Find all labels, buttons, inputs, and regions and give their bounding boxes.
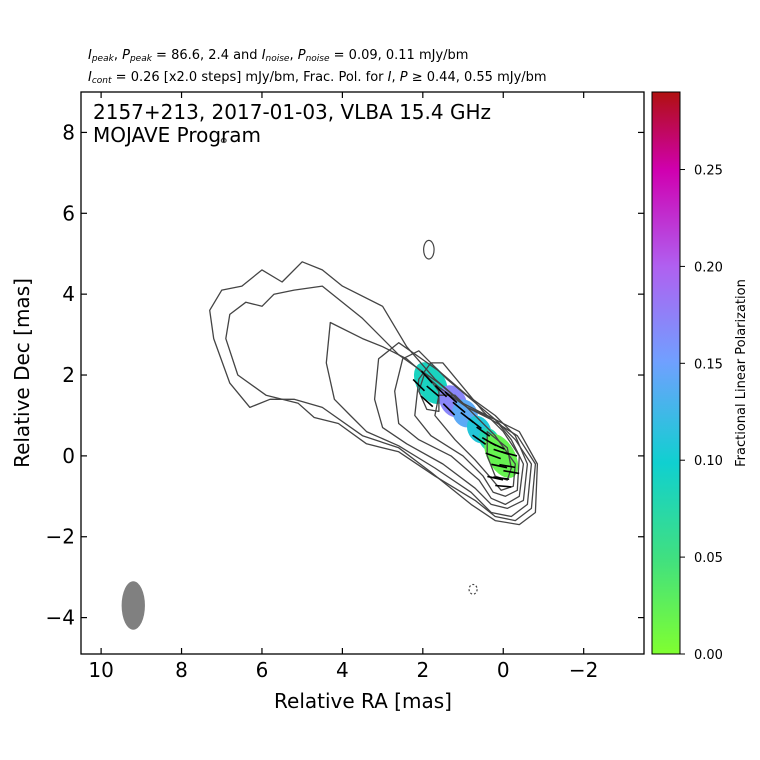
evpa-tick: [442, 403, 456, 416]
evpa-tick: [444, 391, 458, 404]
y-tick-label: 6: [62, 201, 75, 225]
y-axis: −4 −2 0 2 4 6 8: [46, 120, 644, 630]
evpa-tick: [420, 395, 434, 408]
p-symbol: P: [399, 70, 408, 85]
x-tick-label: 0: [497, 658, 510, 682]
colorbar-tick-label: 0.05: [694, 551, 723, 566]
evpa-layer: [412, 370, 520, 488]
beam-layer: [121, 581, 145, 630]
evpa-tick: [426, 385, 440, 397]
evpa-tick: [412, 378, 426, 392]
i-noise-symbol: I: [261, 48, 266, 63]
contour-line: [434, 394, 516, 491]
x-tick-label: 4: [336, 658, 349, 682]
peak-values: = 86.6, 2.4 and: [151, 48, 262, 63]
y-tick-label: 8: [62, 120, 75, 144]
y-tick-label: −4: [46, 606, 75, 630]
i-cont-symbol: I: [88, 70, 92, 85]
colorbar: [651, 91, 681, 655]
colorbar-tick-label: 0.20: [694, 260, 723, 275]
evpa-tick: [452, 401, 466, 414]
evpa-tick: [493, 476, 510, 481]
p-noise-symbol: P: [297, 48, 306, 63]
i-symbol: I: [387, 70, 392, 85]
geq-symbol: ≥: [407, 70, 427, 85]
p-peak-symbol: P: [122, 48, 130, 63]
x-tick-label: 2: [416, 658, 429, 682]
evpa-tick: [489, 441, 505, 450]
contour-island: [423, 239, 435, 260]
evpa-tick: [501, 451, 518, 457]
evpa-tick: [503, 469, 520, 475]
contour-island: [220, 137, 227, 144]
evpa-tick: [468, 417, 482, 430]
colorbar-tick-label: 0.25: [694, 164, 723, 179]
evpa-tick: [487, 475, 504, 481]
y-tick-label: −2: [46, 525, 75, 549]
evpa-tick: [499, 463, 516, 469]
contour-line: [418, 372, 440, 413]
contour-line: [325, 321, 533, 518]
colorbar-label: Fractional Linear Polarization: [734, 279, 749, 467]
contour-line: [394, 350, 525, 506]
evpa-tick: [472, 434, 487, 445]
x-tick-label: 8: [175, 658, 188, 682]
contour-line: [225, 285, 537, 522]
header-line-2: Icont = 0.26 [x2.0 steps] mJy/bm, Frac. …: [88, 70, 547, 86]
contour-line: [209, 261, 539, 526]
colorbar-ticks: 0.00 0.05 0.10 0.15 0.20 0.25: [680, 164, 723, 663]
chart-subtitle: MOJAVE Program: [93, 123, 261, 147]
noise-values: = 0.09, 0.11 mJy/bm: [329, 48, 469, 63]
evpa-tick: [491, 463, 508, 469]
x-axis: 10 8 6 4 2 0 −2: [88, 92, 598, 682]
p-peak-subscript: peak: [129, 54, 152, 64]
evpa-tick: [495, 484, 512, 488]
contour-text: = 0.26 [x2.0 steps] mJy/bm, Frac. Pol. f…: [111, 70, 388, 85]
beam-ellipse: [121, 581, 145, 630]
i-cont-subscript: cont: [91, 76, 112, 86]
colorbar-tick-label: 0.15: [694, 357, 723, 372]
x-tick-label: 10: [88, 658, 113, 682]
contour-layer: [209, 137, 539, 595]
plot-frame: [80, 91, 645, 655]
colorbar-tick-label: 0.00: [694, 648, 723, 663]
x-tick-label: −2: [569, 658, 598, 682]
evpa-tick: [434, 384, 448, 398]
i-peak-symbol: I: [88, 48, 92, 63]
i-noise-subscript: noise: [265, 54, 290, 64]
evpa-tick: [476, 426, 491, 437]
p-noise-subscript: noise: [305, 54, 330, 64]
contour-island: [468, 583, 478, 595]
header-line-1: Ipeak, Ppeak = 86.6, 2.4 and Inoise, Pno…: [88, 48, 469, 64]
contour-line: [414, 362, 520, 497]
y-tick-label: 4: [62, 282, 75, 306]
y-tick-label: 0: [62, 444, 75, 468]
y-axis-label: Relative Dec [mas]: [10, 278, 34, 468]
y-tick-label: 2: [62, 363, 75, 387]
x-axis-label: Relative RA [mas]: [274, 689, 452, 713]
chart-title: 2157+213, 2017-01-03, VLBA 15.4 GHz: [93, 100, 491, 124]
colorbar-tick-label: 0.10: [694, 454, 723, 469]
evpa-tick: [485, 452, 501, 460]
threshold-values: 0.44, 0.55 mJy/bm: [426, 70, 547, 85]
x-tick-label: 6: [256, 658, 269, 682]
contour-line: [373, 342, 529, 510]
evpa-tick: [420, 370, 433, 384]
contour-line: [486, 430, 512, 481]
i-peak-subscript: peak: [91, 54, 114, 64]
